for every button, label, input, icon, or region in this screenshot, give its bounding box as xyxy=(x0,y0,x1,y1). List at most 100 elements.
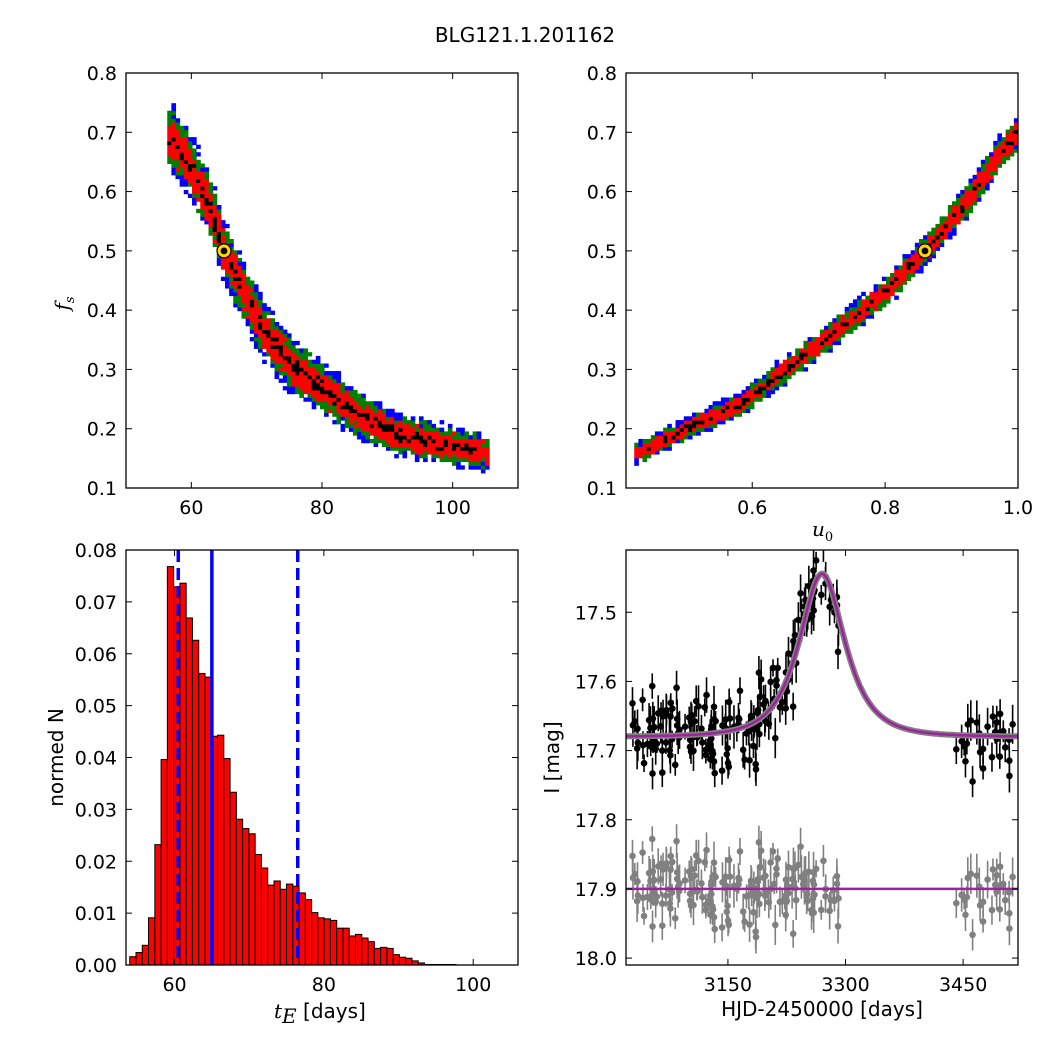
residual-point xyxy=(822,893,829,900)
heatmap-cell xyxy=(947,231,953,236)
heatmap-cell xyxy=(984,171,990,176)
heatmap-cell xyxy=(807,337,813,342)
heatmap-cell xyxy=(815,337,821,342)
heatmap-cell xyxy=(480,457,486,463)
heatmap-cell xyxy=(237,303,243,308)
heatmap-cell xyxy=(233,288,238,293)
heatmap-cell xyxy=(708,420,714,425)
data-point xyxy=(690,747,697,755)
heatmap-cell xyxy=(704,408,710,414)
heatmap-cell xyxy=(857,310,862,315)
histogram-bar xyxy=(286,883,294,965)
heatmap-cell xyxy=(447,446,453,451)
heatmap-cell xyxy=(167,118,172,123)
heatmap-cell xyxy=(406,435,412,440)
data-point xyxy=(703,691,710,699)
heatmap-cell xyxy=(324,363,329,368)
heatmap-cell xyxy=(671,431,677,436)
heatmap-cell xyxy=(770,371,776,376)
heatmap-cell xyxy=(373,412,379,417)
heatmap-cell xyxy=(418,454,424,459)
y-tick-label: 17.6 xyxy=(575,671,617,693)
heatmap-cell xyxy=(167,125,172,131)
heatmap-cell xyxy=(241,306,247,312)
y-tick-label: 17.5 xyxy=(575,602,617,624)
heatmap-cell xyxy=(989,159,994,165)
heatmap-cell xyxy=(295,340,300,346)
heatmap-cell xyxy=(918,239,924,244)
heatmap-cell xyxy=(282,363,288,368)
histogram-bar xyxy=(129,956,137,965)
heatmap-cell xyxy=(476,435,482,440)
heatmap-cell xyxy=(803,355,809,361)
heatmap-cell xyxy=(414,431,420,436)
heatmap-cell xyxy=(456,431,461,436)
residual-point xyxy=(724,902,731,910)
heatmap-cell xyxy=(192,148,197,153)
histogram-bar xyxy=(248,833,256,965)
heatmap-cells xyxy=(634,118,1018,466)
histogram-bar xyxy=(179,582,187,965)
heatmap-cell xyxy=(460,454,465,459)
heatmap-cell xyxy=(204,171,210,176)
data-point xyxy=(673,684,680,692)
heatmap-cell xyxy=(175,148,181,153)
heatmap-cell xyxy=(898,272,903,278)
heatmap-cell xyxy=(634,457,639,463)
residual-point xyxy=(771,921,779,929)
heatmap-cell xyxy=(687,431,693,436)
heatmap-cell xyxy=(476,431,482,436)
heatmap-cell xyxy=(659,435,664,440)
heatmap-cell xyxy=(208,227,214,232)
heatmap-cell xyxy=(204,174,210,180)
heatmap-cell xyxy=(332,393,337,398)
heatmap-cell xyxy=(266,340,271,346)
heatmap-cell xyxy=(352,427,358,432)
heatmap-cell xyxy=(274,329,280,334)
heatmap-cell xyxy=(340,405,346,410)
heatmap-cell xyxy=(914,257,920,263)
histogram-bar xyxy=(323,918,331,965)
heatmap-cell xyxy=(927,235,932,240)
heatmap-cell xyxy=(654,438,660,444)
heatmap-cell xyxy=(480,454,486,459)
heatmap-cell xyxy=(869,291,875,297)
heatmap-cell xyxy=(167,152,172,157)
heatmap-cell xyxy=(418,450,424,455)
heatmap-cell xyxy=(964,212,969,217)
heatmap-cell xyxy=(947,208,953,214)
heatmap-cell xyxy=(365,412,370,417)
y-tick-label: 0.6 xyxy=(87,182,117,204)
heatmap-cell xyxy=(385,446,391,451)
heatmap-cell xyxy=(303,367,309,372)
heatmap-cell xyxy=(832,340,837,346)
heatmap-cell xyxy=(179,167,185,172)
heatmap-cell xyxy=(406,423,412,429)
heatmap-cell xyxy=(700,416,705,421)
heatmap-cell xyxy=(344,389,350,395)
heatmap-cell xyxy=(225,276,230,281)
heatmap-cell xyxy=(361,401,366,406)
heatmap-cell xyxy=(774,378,780,383)
heatmap-cell xyxy=(997,137,1002,142)
heatmap-cell xyxy=(869,303,875,308)
y-tick-label: 0.08 xyxy=(75,540,117,562)
heatmap-cell xyxy=(650,446,656,451)
heatmap-cell xyxy=(324,412,329,417)
heatmap-cell xyxy=(675,438,681,444)
heatmap-cell xyxy=(939,216,945,221)
heatmap-cell xyxy=(381,408,387,414)
heatmap-cell xyxy=(406,420,412,425)
heatmap-cell xyxy=(377,427,383,432)
heatmap-cell xyxy=(832,318,837,323)
heatmap-cell xyxy=(1001,159,1007,165)
heatmap-cell xyxy=(753,389,759,395)
heatmap-cell xyxy=(361,431,366,436)
heatmap-cell xyxy=(861,303,866,308)
heatmap-cell xyxy=(836,337,842,342)
y-tick-label: 18.0 xyxy=(575,948,617,970)
heatmap-cell xyxy=(460,450,465,455)
heatmap-cell xyxy=(435,438,441,444)
heatmap-cell xyxy=(258,344,263,349)
heatmap-cell xyxy=(385,435,391,440)
